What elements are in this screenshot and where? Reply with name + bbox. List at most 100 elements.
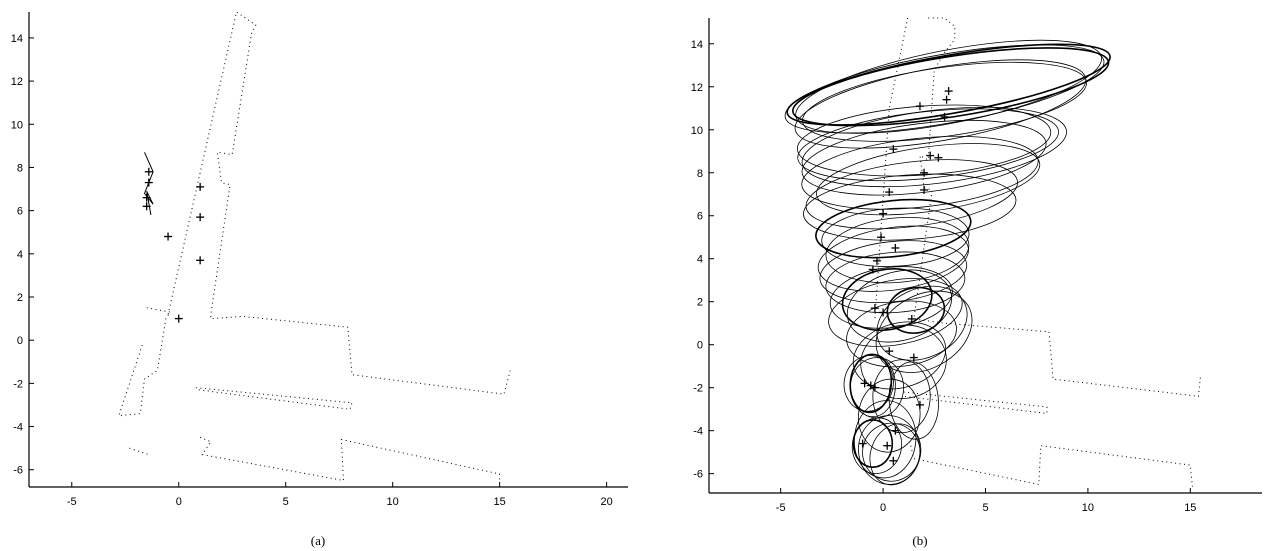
panel-a-wall-outline: [118, 307, 172, 417]
panel-b-uncertainty-ellipse: [786, 43, 1111, 126]
panel-b-landmark-point: [920, 185, 929, 194]
panel-a-x-tick-label: 5: [283, 496, 289, 508]
panel-b-y-tick-label: 8: [697, 168, 703, 180]
panel-a-wall-outline: [167, 11, 511, 395]
panel-a-landmark-point: [174, 314, 183, 323]
panel-b-landmark-point: [920, 168, 929, 177]
panel-b-uncertainty-ellipse: [851, 417, 903, 474]
panel-b-landmark-point: [868, 265, 877, 274]
panel-b-uncertainty-ellipse: [801, 106, 1067, 188]
panel-a-wall-outline: [129, 447, 149, 456]
panel-b-uncertainty-ellipse: [825, 217, 970, 284]
panel-b-y-tick-label: 4: [697, 254, 703, 266]
panel-a-y-tick-label: -2: [13, 378, 23, 390]
panel-b-uncertainty-ellipse: [846, 269, 953, 343]
panel-b-y-tick-label: 10: [691, 125, 703, 137]
panel-b-uncertainty-ellipse: [821, 207, 970, 267]
panel-b-uncertainty-ellipse: [817, 225, 969, 292]
panel-b-wall-outline: [913, 17, 1202, 397]
panel-a-x-tick-label: 20: [600, 496, 612, 508]
panel-b-uncertainty-ellipse: [816, 143, 1041, 216]
panel-b-x-tick-label: -5: [776, 502, 786, 514]
panel-a-landmark-point: [142, 202, 151, 211]
panel-a-y-tick-label: 8: [17, 162, 23, 174]
panel-b-landmark-point: [872, 256, 881, 265]
panel-b-uncertainty-ellipse: [802, 61, 1087, 142]
panel-b-uncertainty-ellipse: [853, 400, 917, 479]
panel-b-y-tick-label: -4: [693, 426, 703, 438]
panel-b-landmark-point: [879, 209, 888, 218]
panel-b-landmark-point: [870, 304, 879, 313]
panel-a-x-tick-label: 15: [494, 496, 506, 508]
panel-a-caption: (a): [311, 533, 325, 548]
panel-a-landmark-point: [196, 256, 205, 265]
panel-b-caption: (b): [912, 533, 927, 548]
panel-a-landmark-point: [196, 213, 205, 222]
panel-a-plot: -5 0 5 10 15 20 -6 -4 -2 0 2 4 6 8 10 12 14: [11, 11, 628, 508]
panel-b-x-tick-label: 10: [1082, 502, 1094, 514]
panel-b-y-tick-label: 12: [691, 82, 703, 94]
panel-b-y-tick-label: -2: [693, 383, 703, 395]
panel-a-landmark-point: [196, 182, 205, 191]
panel-a-x-tick-label: -5: [67, 496, 77, 508]
panel-b-landmark-point: [934, 153, 943, 162]
panel-b-uncertainty-ellipse: [801, 120, 1047, 196]
panel-b-landmark-point: [915, 400, 924, 409]
panel-b-landmark-point: [885, 188, 894, 197]
panel-a-y-tick-label: 12: [11, 76, 23, 88]
panel-b-uncertainty-ellipse: [860, 324, 947, 400]
panel-a-wall-outline: [195, 387, 353, 410]
panel-a-wall-outline: [199, 436, 501, 483]
panel-b-uncertainty-ellipse: [857, 378, 921, 453]
panel-b-uncertainty-ellipse: [792, 47, 1110, 127]
panel-b-landmark-point: [915, 102, 924, 111]
panel-b-landmark-point: [877, 233, 886, 242]
panel-b-wall-outline: [903, 391, 1048, 415]
panel-b-landmark-point: [909, 353, 918, 362]
panel-b-wall-outline: [909, 441, 1193, 487]
panel-b-y-tick-label: 0: [697, 340, 703, 352]
panel-a-x-tick-label: 0: [176, 496, 182, 508]
panel-b-y-tick-label: 14: [691, 39, 703, 51]
panel-b-landmark-point: [907, 314, 916, 323]
panel-a-landmark-point: [142, 193, 151, 202]
panel-b-landmark-point: [891, 426, 900, 435]
panel-b-y-tick-label: 6: [697, 211, 703, 223]
panel-b-landmark-point: [870, 383, 879, 392]
panel-b-uncertainty-ellipse: [819, 240, 968, 303]
panel-b-uncertainty-ellipse: [803, 173, 1017, 241]
panel-b-x-tick-label: 0: [880, 502, 886, 514]
panel-b-x-tick-label: 5: [982, 502, 988, 514]
panel-b-landmark-point: [942, 95, 951, 104]
panel-b-uncertainty-ellipse: [794, 59, 1087, 149]
panel-b-uncertainty-ellipse: [784, 44, 1105, 134]
panel-b-y-tick-label: 2: [697, 297, 703, 309]
panel-b-landmark-point: [860, 379, 869, 388]
panel-b-wall-outline: [874, 17, 909, 319]
panel-b-uncertainty-ellipse: [852, 419, 894, 469]
panel-a-y-tick-label: 14: [11, 33, 23, 45]
panel-b-landmark-point: [944, 87, 953, 96]
panel-b-plot: -5 0 5 10 15 -6 -4 -2 0 2 4 6 8 10 12 14: [691, 17, 1262, 514]
panel-a-y-tick-label: -6: [13, 465, 23, 477]
panel-b-uncertainty-ellipse: [858, 415, 921, 485]
panel-a-y-tick-label: 6: [17, 206, 23, 218]
panel-b-uncertainty-ellipse: [828, 278, 963, 347]
panel-b-landmark-point: [889, 145, 898, 154]
panel-a-y-tick-label: -4: [13, 422, 23, 434]
panel-b-uncertainty-ellipse: [876, 285, 968, 361]
panel-b-landmark-point: [879, 308, 888, 317]
panel-a-y-tick-label: 10: [11, 119, 23, 131]
panel-b-landmark-point: [889, 456, 898, 465]
panel-a-x-tick-label: 10: [387, 496, 399, 508]
panel-b-landmark-point: [858, 439, 867, 448]
panel-b-uncertainty-ellipse: [843, 355, 894, 412]
panel-b-uncertainty-ellipse: [801, 135, 1039, 210]
panel-a-y-tick-label: 4: [17, 249, 23, 261]
panel-b-uncertainty-ellipse: [825, 251, 966, 314]
panel-a-y-tick-label: 2: [17, 292, 23, 304]
panel-a-landmark-point: [164, 232, 173, 241]
panel-b-landmark-point: [883, 441, 892, 450]
panel-b-y-tick-label: -6: [693, 469, 703, 481]
